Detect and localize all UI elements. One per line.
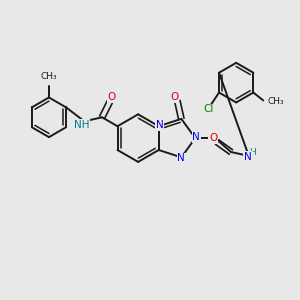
Text: O: O bbox=[170, 92, 178, 102]
Text: O: O bbox=[108, 92, 116, 103]
Text: NH: NH bbox=[74, 120, 89, 130]
Text: N: N bbox=[244, 152, 252, 162]
Text: O: O bbox=[209, 133, 217, 143]
Text: Cl: Cl bbox=[203, 104, 213, 114]
Text: CH₃: CH₃ bbox=[267, 97, 284, 106]
Text: N: N bbox=[177, 153, 185, 163]
Text: N: N bbox=[156, 120, 164, 130]
Text: CH₃: CH₃ bbox=[40, 72, 57, 81]
Text: H: H bbox=[249, 148, 256, 158]
Text: N: N bbox=[192, 132, 200, 142]
